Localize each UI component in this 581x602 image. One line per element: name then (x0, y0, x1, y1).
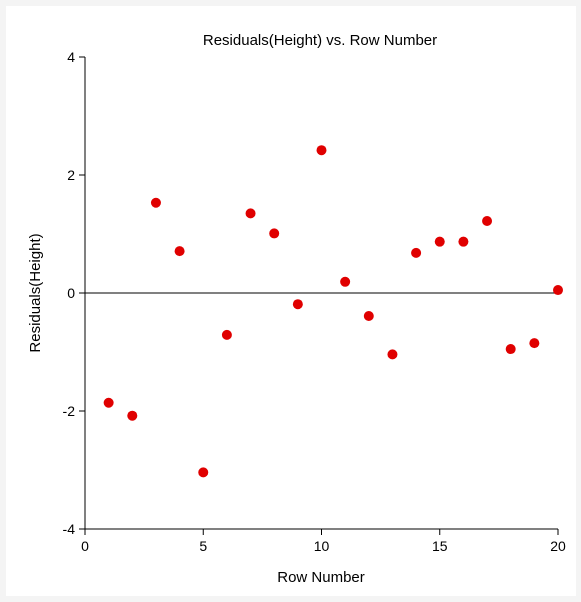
chart-panel (6, 6, 576, 596)
data-point (198, 467, 209, 478)
x-tick-label: 10 (314, 538, 330, 554)
data-point (529, 338, 540, 349)
x-tick-label: 5 (199, 538, 207, 554)
x-tick-label: 0 (81, 538, 89, 554)
x-tick-label: 15 (432, 538, 448, 554)
y-tick-label: 2 (67, 167, 75, 183)
data-point (316, 145, 327, 156)
data-point (127, 410, 138, 421)
y-tick-label: 0 (67, 285, 75, 301)
x-axis-title: Row Number (277, 569, 365, 586)
data-point (553, 285, 563, 296)
chart-title: Residuals(Height) vs. Row Number (203, 32, 437, 49)
data-point (150, 197, 161, 208)
data-point (482, 216, 493, 227)
y-tick-label: -4 (63, 521, 76, 537)
x-tick-label: 20 (550, 538, 566, 554)
data-point (174, 246, 185, 257)
data-point (245, 208, 256, 219)
y-axis-title: Residuals(Height) (27, 233, 44, 352)
data-point (221, 329, 232, 340)
data-point (269, 228, 280, 239)
data-point (434, 236, 445, 247)
data-point (292, 299, 303, 310)
data-points (103, 145, 563, 478)
y-tick-label: 4 (67, 49, 75, 65)
x-axis-ticks: 0 5 10 15 20 (81, 529, 566, 554)
data-point (411, 247, 422, 258)
y-tick-label: -2 (63, 403, 76, 419)
y-axis-ticks: -4 -2 0 2 4 (63, 49, 85, 537)
data-point (103, 397, 114, 408)
data-point (505, 344, 516, 355)
data-point (387, 349, 398, 360)
data-point (458, 236, 469, 247)
data-point (363, 311, 374, 322)
data-point (340, 276, 351, 287)
